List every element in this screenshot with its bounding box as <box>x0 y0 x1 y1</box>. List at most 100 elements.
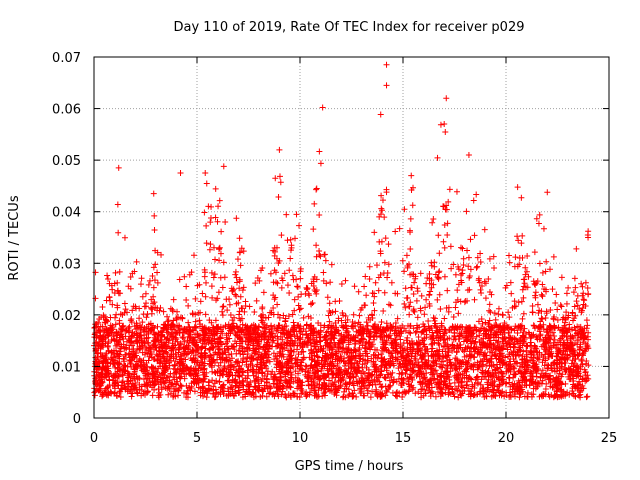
data-point <box>160 308 167 315</box>
data-point <box>326 377 333 384</box>
data-point <box>327 279 334 286</box>
data-point <box>167 379 174 386</box>
data-point <box>520 348 527 355</box>
data-point <box>253 297 260 304</box>
data-point <box>369 371 376 378</box>
data-point <box>278 284 285 291</box>
data-point <box>544 189 551 196</box>
data-point <box>486 334 493 341</box>
data-point <box>382 375 389 382</box>
data-point <box>453 365 460 372</box>
data-point <box>419 337 426 344</box>
data-point <box>208 269 215 276</box>
data-point <box>503 389 510 396</box>
data-point <box>202 311 209 318</box>
data-point <box>505 252 512 259</box>
data-point <box>137 322 144 329</box>
data-point <box>527 339 534 346</box>
data-point <box>213 297 220 304</box>
data-point <box>531 280 538 287</box>
data-point <box>356 339 363 346</box>
data-point <box>265 314 272 321</box>
data-point <box>542 268 549 275</box>
data-point <box>385 241 392 248</box>
data-point <box>434 330 441 337</box>
data-point <box>345 354 352 361</box>
data-point <box>492 316 499 323</box>
data-point <box>329 371 336 378</box>
data-point <box>410 290 417 297</box>
data-point <box>395 376 402 383</box>
data-point <box>563 290 570 297</box>
data-point <box>530 359 537 366</box>
data-point <box>397 336 404 343</box>
data-point <box>523 347 530 354</box>
data-point <box>445 352 452 359</box>
data-point <box>469 335 476 342</box>
data-point <box>445 198 452 205</box>
data-point <box>294 283 301 290</box>
data-point <box>517 347 524 354</box>
data-point <box>150 264 157 271</box>
data-point <box>475 275 482 282</box>
data-point <box>430 216 437 223</box>
data-point <box>103 297 110 304</box>
data-point <box>236 285 243 292</box>
data-point <box>216 257 223 264</box>
data-point <box>139 349 146 356</box>
data-point <box>407 330 414 337</box>
data-point <box>380 307 387 314</box>
data-point <box>313 290 320 297</box>
data-point <box>99 303 106 310</box>
data-point <box>298 291 305 298</box>
data-point <box>353 373 360 380</box>
data-point <box>474 263 481 270</box>
data-point <box>251 309 258 316</box>
data-point <box>359 364 366 371</box>
data-point <box>274 280 281 287</box>
data-point <box>411 308 418 315</box>
data-point <box>407 215 414 222</box>
data-point <box>141 303 148 310</box>
data-point <box>134 337 141 344</box>
data-point <box>103 385 110 392</box>
data-point <box>313 185 320 192</box>
data-point <box>507 279 514 286</box>
data-point <box>583 394 590 401</box>
data-point <box>219 308 226 315</box>
data-point <box>554 316 561 323</box>
data-point <box>375 287 382 294</box>
data-point <box>342 329 349 336</box>
data-point <box>518 240 525 247</box>
data-point <box>181 352 188 359</box>
data-point <box>245 339 252 346</box>
data-point <box>217 359 224 366</box>
data-point <box>546 376 553 383</box>
data-point <box>506 375 513 382</box>
data-point <box>128 390 135 397</box>
data-point <box>313 186 320 193</box>
data-point <box>227 384 234 391</box>
data-point <box>407 245 414 252</box>
data-point <box>550 253 557 260</box>
data-point <box>181 389 187 396</box>
data-point <box>240 356 247 363</box>
data-point <box>291 332 298 339</box>
data-point <box>537 318 544 325</box>
data-point <box>356 312 363 319</box>
data-point <box>498 369 505 376</box>
data-point <box>582 279 589 286</box>
data-point <box>516 254 523 261</box>
data-point <box>324 294 331 301</box>
data-point <box>446 186 453 193</box>
data-point <box>217 250 224 257</box>
data-point <box>206 346 213 353</box>
data-point <box>485 376 492 383</box>
data-point <box>378 238 385 245</box>
data-point <box>378 192 385 199</box>
data-point <box>221 274 228 281</box>
data-point <box>136 305 143 312</box>
data-point <box>294 363 301 370</box>
data-point <box>536 211 543 218</box>
data-point <box>371 307 378 314</box>
